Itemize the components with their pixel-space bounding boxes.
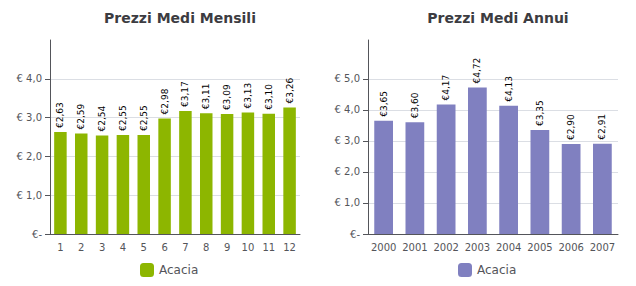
svg-text:2: 2 <box>78 242 84 253</box>
svg-text:€4,72: €4,72 <box>472 58 482 84</box>
svg-text:2004: 2004 <box>496 242 521 253</box>
svg-text:€-: €- <box>350 229 360 240</box>
svg-text:€3,35: €3,35 <box>535 100 545 126</box>
svg-text:€4,13: €4,13 <box>504 76 514 102</box>
svg-text:€2,55: €2,55 <box>118 105 128 131</box>
svg-text:€ 4,0: € 4,0 <box>335 104 360 115</box>
svg-text:2001: 2001 <box>402 242 427 253</box>
svg-text:2005: 2005 <box>527 242 552 253</box>
svg-text:Acacia: Acacia <box>477 263 516 277</box>
svg-text:6: 6 <box>161 242 167 253</box>
svg-text:Prezzi Medi Mensili: Prezzi Medi Mensili <box>104 10 256 26</box>
svg-text:€3,26: €3,26 <box>285 77 295 103</box>
svg-text:7: 7 <box>182 242 188 253</box>
svg-text:2000: 2000 <box>371 242 396 253</box>
svg-text:Acacia: Acacia <box>159 263 198 277</box>
svg-text:€ 3,0: € 3,0 <box>17 112 42 123</box>
svg-text:€3,11: €3,11 <box>201 84 211 110</box>
svg-text:€2,90: €2,90 <box>566 114 576 140</box>
svg-text:11: 11 <box>262 242 275 253</box>
svg-text:€3,60: €3,60 <box>410 92 420 118</box>
svg-text:€ 1,0: € 1,0 <box>17 190 42 201</box>
svg-text:€2,55: €2,55 <box>139 105 149 131</box>
svg-text:€2,59: €2,59 <box>76 103 86 129</box>
svg-text:9: 9 <box>224 242 230 253</box>
svg-text:12: 12 <box>283 242 296 253</box>
svg-text:€2,98: €2,98 <box>160 88 170 114</box>
svg-text:€ 4,0: € 4,0 <box>17 73 42 84</box>
svg-text:€-: €- <box>32 229 42 240</box>
svg-text:€3,13: €3,13 <box>243 83 253 109</box>
svg-text:€3,09: €3,09 <box>222 84 232 110</box>
svg-text:€2,63: €2,63 <box>55 102 65 128</box>
svg-text:€3,10: €3,10 <box>264 84 274 110</box>
svg-text:2002: 2002 <box>433 242 458 253</box>
svg-text:€2,91: €2,91 <box>597 114 607 140</box>
svg-text:€2,54: €2,54 <box>97 105 107 131</box>
svg-text:10: 10 <box>242 242 255 253</box>
svg-text:€3,65: €3,65 <box>379 91 389 117</box>
svg-text:€ 3,0: € 3,0 <box>335 135 360 146</box>
svg-text:2003: 2003 <box>465 242 490 253</box>
svg-text:5: 5 <box>141 242 147 253</box>
svg-text:€ 1,0: € 1,0 <box>335 197 360 208</box>
svg-text:4: 4 <box>120 242 126 253</box>
svg-text:€ 2,0: € 2,0 <box>335 166 360 177</box>
svg-text:1: 1 <box>57 242 63 253</box>
svg-text:€ 5,0: € 5,0 <box>335 73 360 84</box>
svg-text:€3,17: €3,17 <box>180 81 190 107</box>
svg-text:8: 8 <box>203 242 209 253</box>
svg-text:€4,17: €4,17 <box>441 75 451 101</box>
svg-text:2006: 2006 <box>558 242 583 253</box>
svg-text:3: 3 <box>99 242 105 253</box>
svg-text:€ 2,0: € 2,0 <box>17 151 42 162</box>
svg-text:2007: 2007 <box>590 242 615 253</box>
svg-text:Prezzi Medi Annui: Prezzi Medi Annui <box>427 10 568 26</box>
